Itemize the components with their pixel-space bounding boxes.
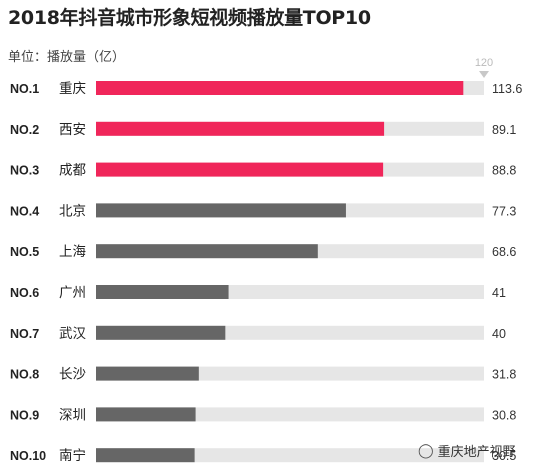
rank-label: NO.9: [10, 408, 39, 422]
category-label: 重庆: [59, 81, 86, 97]
bar: [96, 325, 226, 340]
value-label: 88.8: [492, 164, 516, 178]
category-label: 南宁: [59, 447, 86, 464]
value-label: 113.6: [492, 82, 522, 96]
rank-label: NO.10: [10, 449, 46, 463]
category-label: 上海: [59, 244, 86, 260]
value-label: 30.8: [492, 408, 516, 422]
max-value-label: 120: [475, 57, 493, 69]
rank-label: NO.7: [10, 327, 39, 341]
watermark: ◯ 重庆地产视野: [418, 441, 516, 461]
category-label: 成都: [59, 163, 86, 179]
bar: [96, 285, 229, 299]
bar: [96, 121, 385, 136]
chart-title: 2018年抖音城市形象短视频播放量TOP10: [8, 7, 371, 29]
bar: [96, 366, 199, 381]
value-label: 68.6: [492, 245, 516, 259]
category-label: 长沙: [59, 367, 86, 383]
bar: [96, 203, 346, 218]
rank-label: NO.4: [10, 204, 39, 218]
rank-label: NO.5: [10, 245, 39, 259]
value-label: 89.1: [492, 123, 516, 137]
watermark-text: 重庆地产视野: [437, 445, 516, 460]
category-label: 西安: [59, 122, 86, 138]
value-label: 30.5: [492, 449, 516, 463]
bar: [96, 244, 318, 259]
category-label: 北京: [59, 203, 86, 219]
value-label: 41: [492, 286, 506, 300]
bar: [96, 81, 464, 95]
rank-label: NO.1: [10, 82, 39, 96]
rank-label: NO.2: [10, 123, 39, 137]
category-label: 深圳: [59, 407, 86, 423]
category-label: 武汉: [59, 326, 86, 342]
value-label: 77.3: [492, 204, 516, 218]
unit-label: 单位：播放量（亿）: [8, 50, 126, 65]
max-value-marker: [479, 71, 489, 78]
rank-label: NO.8: [10, 368, 39, 382]
category-label: 广州: [59, 285, 86, 301]
rank-label: NO.3: [10, 164, 39, 178]
bar: [96, 448, 195, 463]
bar: [96, 162, 384, 177]
value-label: 31.8: [492, 368, 516, 382]
wechat-icon: ◯: [418, 442, 434, 459]
value-label: 40: [492, 327, 506, 341]
bar: [96, 407, 196, 422]
rank-label: NO.6: [10, 286, 39, 300]
